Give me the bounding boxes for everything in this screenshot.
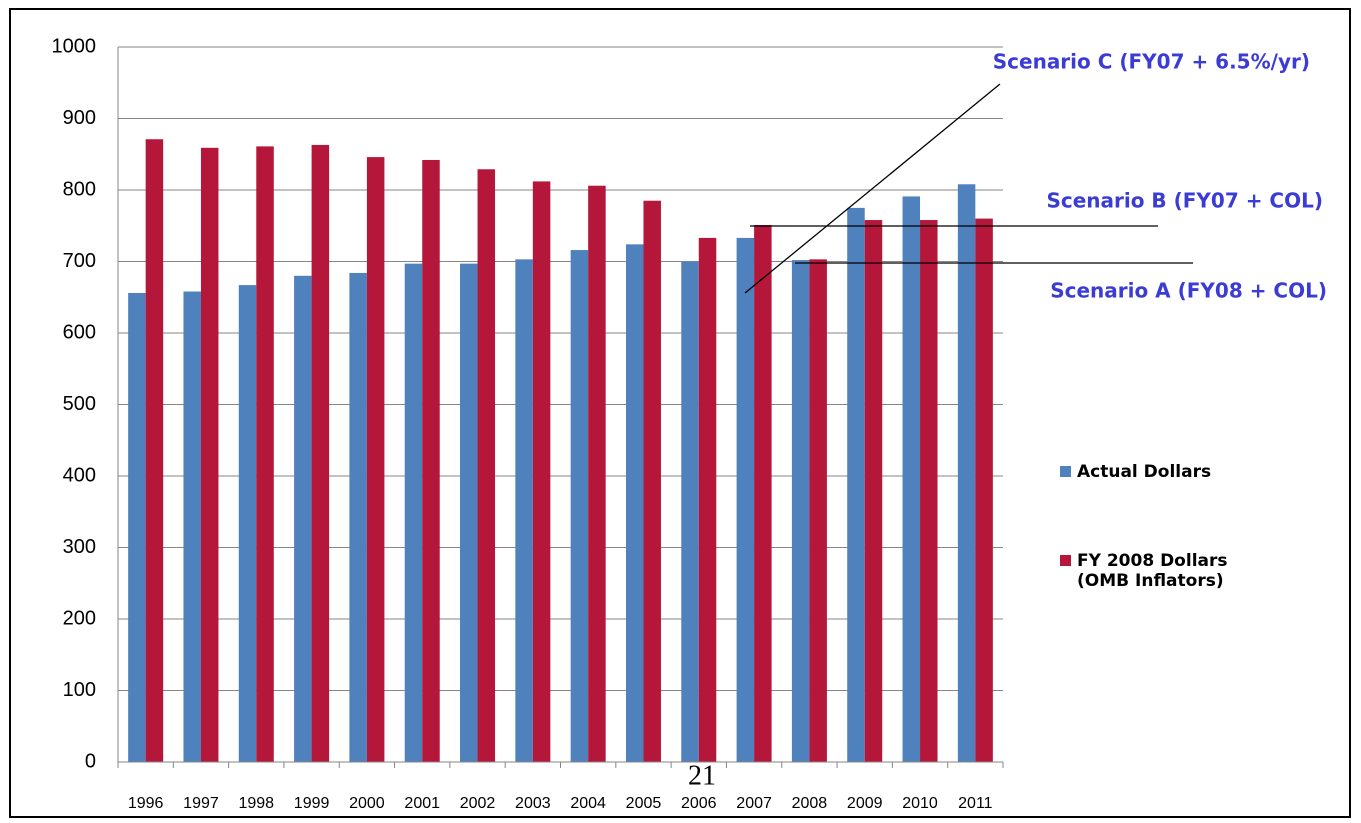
legend-item: FY 2008 Dollars (OMB Inflators): [1060, 551, 1280, 591]
x-tick-label: 2007: [736, 795, 772, 812]
y-tick-label: 600: [63, 321, 96, 343]
bar: [791, 260, 810, 762]
x-tick-label: 2000: [349, 795, 385, 812]
bar: [957, 184, 976, 762]
y-tick-label: 300: [63, 536, 96, 558]
y-tick-label: 500: [63, 393, 96, 415]
x-tick-label: 2006: [681, 795, 717, 812]
x-tick-label: 1996: [128, 795, 164, 812]
y-tick-label: 400: [63, 464, 96, 486]
x-tick-label: 2001: [404, 795, 440, 812]
bar: [145, 139, 164, 763]
leader-line: [744, 83, 1001, 294]
bar: [681, 261, 699, 762]
bar: [366, 157, 385, 763]
bar: [736, 237, 755, 762]
bar: [349, 272, 367, 762]
bar: [809, 259, 827, 762]
x-tick-label: 1999: [294, 795, 330, 812]
y-tick-label: 0: [85, 750, 96, 772]
y-tick-label: 100: [63, 679, 96, 701]
bar: [256, 146, 274, 762]
bar: [404, 263, 423, 762]
bar: [515, 259, 533, 762]
bar: [754, 225, 772, 762]
bar: [570, 250, 589, 762]
bar: [128, 292, 146, 762]
bar: [200, 147, 219, 762]
chart-frame: [9, 8, 1351, 818]
bar: [847, 207, 865, 762]
page-number: 21: [688, 760, 716, 791]
bar: [311, 144, 330, 762]
x-tick-label: 2002: [460, 795, 496, 812]
x-tick-label: 1997: [183, 795, 219, 812]
bar: [238, 285, 257, 762]
x-tick-label: 1998: [238, 795, 274, 812]
bar: [183, 291, 201, 762]
annotation: Scenario A (FY08 + COL): [1050, 279, 1327, 303]
bar: [625, 244, 644, 763]
legend-swatch: [1060, 466, 1071, 477]
y-tick-label: 200: [63, 607, 96, 629]
y-tick-label: 1000: [52, 35, 97, 57]
bar: [975, 218, 993, 763]
y-tick-label: 900: [63, 107, 96, 129]
bar: [864, 220, 883, 762]
bar: [294, 275, 312, 762]
bar: [920, 220, 938, 762]
x-tick-label: 2009: [847, 795, 883, 812]
x-tick-label: 2010: [902, 795, 938, 812]
x-tick-label: 2003: [515, 795, 551, 812]
y-tick-label: 700: [63, 250, 96, 272]
bar: [477, 169, 496, 762]
bar: [422, 159, 440, 763]
x-tick-label: 2005: [626, 795, 662, 812]
y-tick-label: 800: [63, 178, 96, 200]
bar: [460, 263, 478, 762]
legend-label: FY 2008 Dollars (OMB Inflators): [1077, 551, 1228, 591]
bar: [698, 237, 717, 762]
bar: [532, 181, 551, 763]
x-tick-label: 2008: [792, 795, 828, 812]
x-tick-label: 2011: [958, 795, 993, 812]
legend-label: Actual Dollars: [1077, 462, 1212, 482]
bar: [643, 200, 661, 763]
bar: [902, 196, 921, 762]
legend-swatch: [1060, 555, 1071, 566]
annotation: Scenario B (FY07 + COL): [1046, 189, 1323, 213]
x-tick-label: 2004: [570, 795, 606, 812]
bar: [588, 185, 606, 762]
legend-item: Actual Dollars: [1060, 462, 1280, 482]
annotation: Scenario C (FY07 + 6.5%/yr): [993, 50, 1310, 74]
